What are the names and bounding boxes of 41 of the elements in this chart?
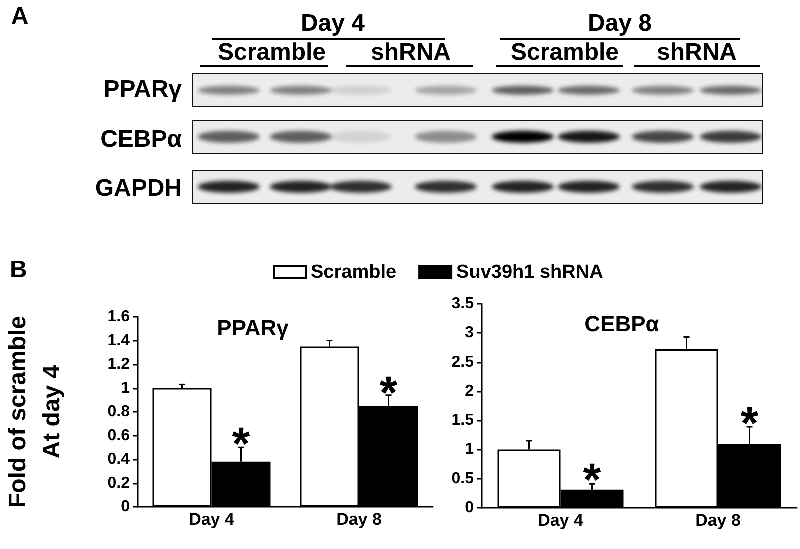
legend-label: Suv39h1 shRNA xyxy=(456,262,604,283)
text: Day 8 xyxy=(588,10,652,37)
annotation: * xyxy=(740,397,759,450)
x-tick-label: Day 8 xyxy=(696,511,741,530)
y-tick-label: 0.6 xyxy=(108,427,130,444)
text: Scramble xyxy=(510,39,620,66)
y-tick-label: 0 xyxy=(121,498,130,516)
y-tick-label: 0.8 xyxy=(108,404,130,420)
text: B xyxy=(10,256,28,284)
text: GAPDH xyxy=(95,175,182,202)
y-tick-label: 1.2 xyxy=(108,356,130,373)
text: shRNA xyxy=(656,39,738,66)
y-tick-label: 0.5 xyxy=(452,470,474,488)
y-tick-label: 0 xyxy=(465,500,474,516)
chart-title: CEBPα xyxy=(584,312,660,336)
x-tick-label: Day 8 xyxy=(336,510,382,529)
y-tick-label: 1.6 xyxy=(108,308,130,326)
x-tick-label: Day 4 xyxy=(538,511,584,530)
x-tick-label: Day 4 xyxy=(189,510,235,529)
y-tick-label: 3.5 xyxy=(452,296,474,312)
y-tick-label: 0.4 xyxy=(108,451,130,468)
y-tick-label: 0.2 xyxy=(108,474,130,492)
annotation: * xyxy=(380,366,398,418)
text: Day 4 xyxy=(300,10,366,37)
y-tick-label: 1 xyxy=(465,441,474,458)
text: shRNA xyxy=(370,39,452,66)
legend-label: Scramble xyxy=(311,262,397,283)
text: CEBPα xyxy=(100,126,182,153)
y-tick-label: 1.5 xyxy=(452,412,474,430)
y-tick-label: 1.4 xyxy=(108,332,130,350)
y-tick-label: 2 xyxy=(465,382,474,400)
annotation: * xyxy=(232,417,250,470)
chart-title: PPARγ xyxy=(217,316,290,340)
text: A xyxy=(11,3,29,30)
text: Scramble xyxy=(218,39,326,66)
y-tick-label: 1 xyxy=(121,380,130,397)
y-axis-title: Fold of scramble At day 4 xyxy=(4,316,66,508)
y-tick-label: 2.5 xyxy=(452,354,474,371)
annotation: * xyxy=(583,454,602,506)
text: PPARγ xyxy=(104,76,182,103)
y-tick-label: 3 xyxy=(465,324,474,342)
